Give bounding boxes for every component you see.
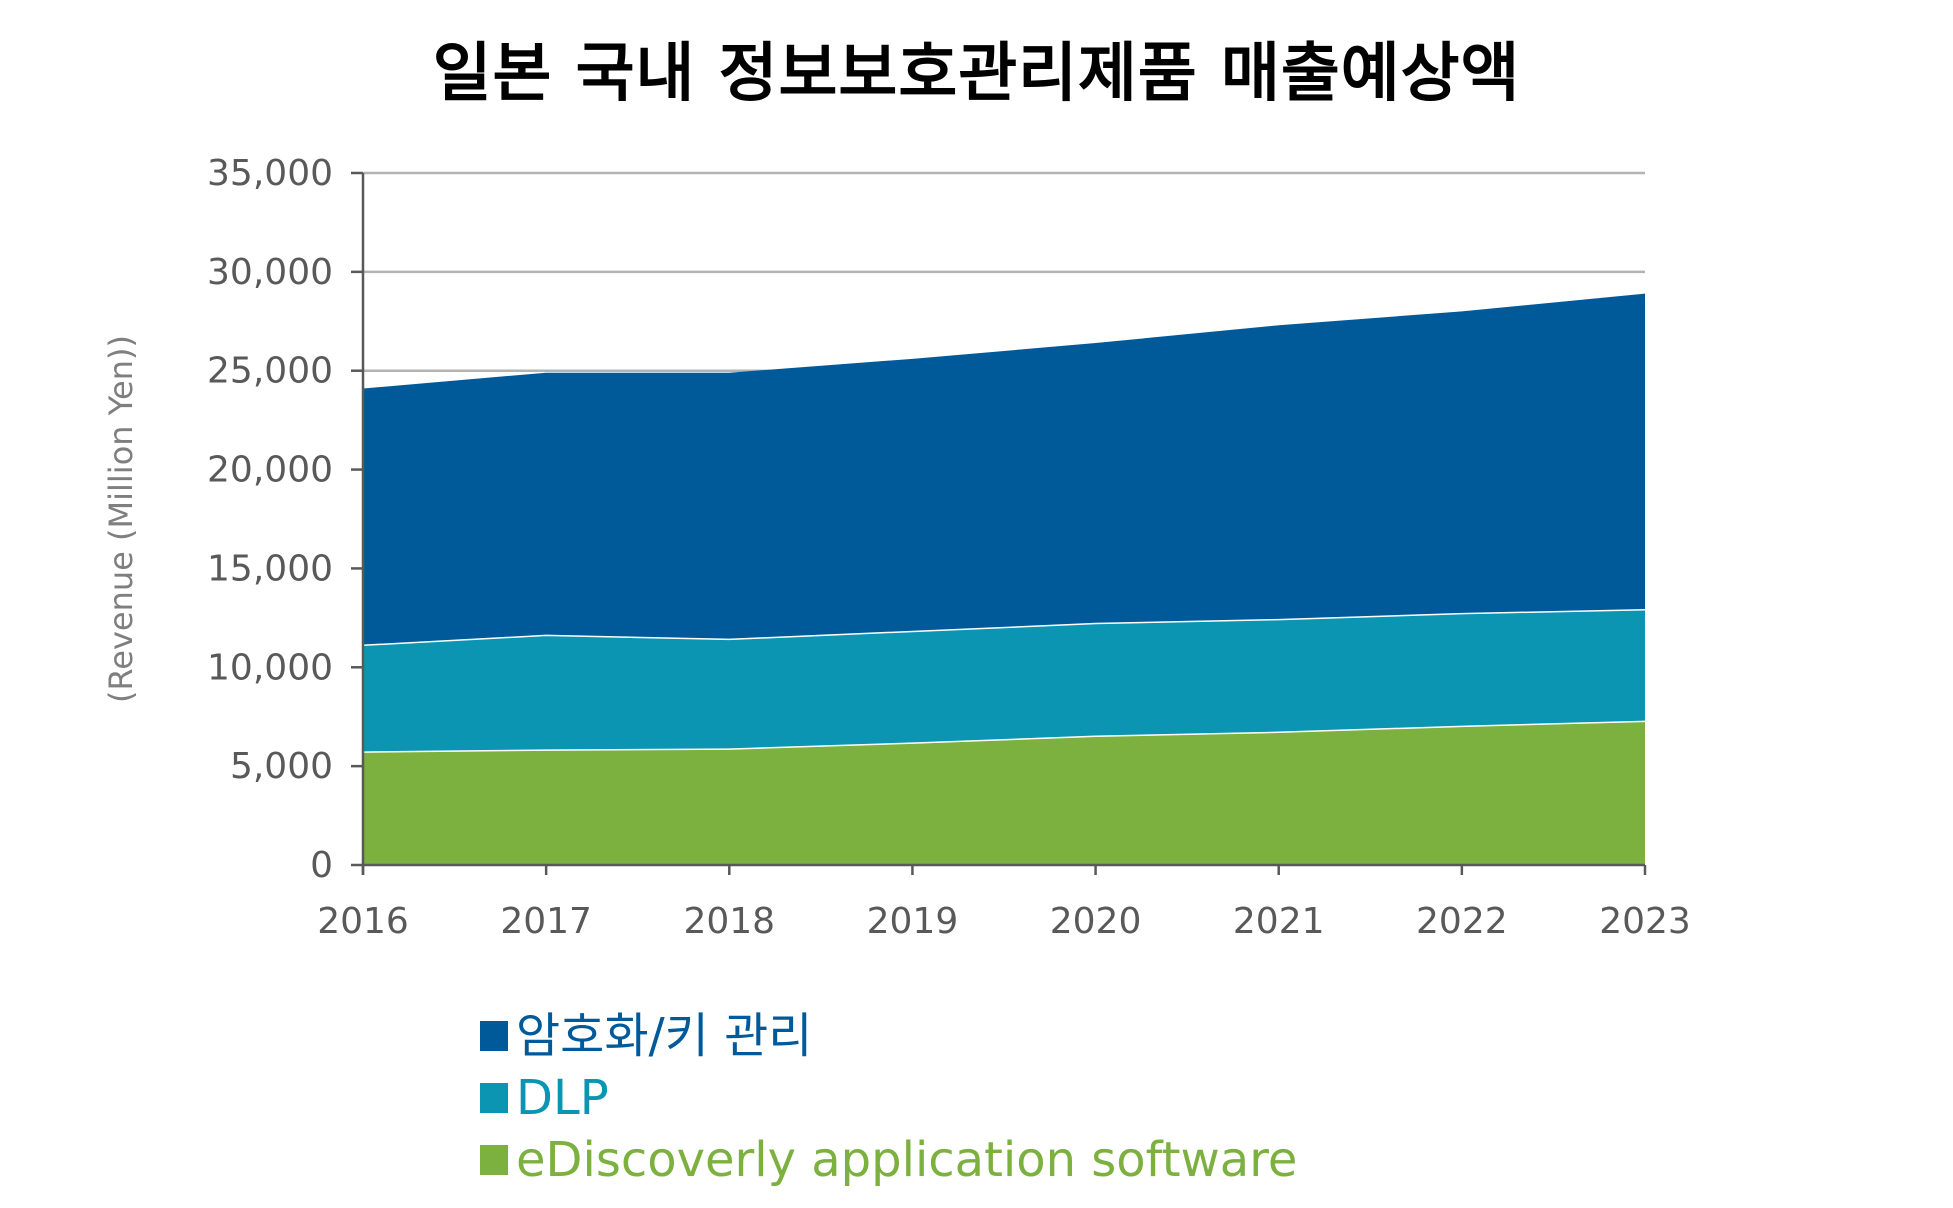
y-tick-label: 20,000 [207,450,333,491]
legend-swatch-dlp [480,1083,508,1113]
legend-swatch-ediscovery [480,1145,508,1175]
legend-item-encryption: 암호화/키 관리 [480,1005,1297,1067]
legend-label-dlp: DLP [516,1070,609,1126]
area-ediscoverly-application-software [363,720,1645,865]
x-tick-label: 2019 [867,901,959,942]
x-tick-label: 2016 [317,901,409,942]
x-tick-label: 2021 [1233,901,1325,942]
legend-item-dlp: DLP [480,1067,1297,1129]
x-tick-label: 2018 [683,901,775,942]
legend-swatch-encryption [480,1021,508,1051]
y-tick-label: 10,000 [207,647,333,688]
legend-label-encryption: 암호화/키 관리 [516,1008,813,1064]
x-tick-label: 2017 [500,901,592,942]
area-chart: 0 5,000 10,000 15,000 20,000 25,000 30,000 35,0… [102,153,1691,942]
y-tick-label: 35,000 [207,153,333,194]
x-tick-label: 2020 [1050,901,1142,942]
y-tick-label: 15,000 [207,548,333,589]
x-tick-label: 2022 [1416,901,1508,942]
y-axis-label: (Revenue (Million Yen)) [102,335,140,703]
y-tick-label: 25,000 [207,351,333,392]
legend-item-ediscovery: eDiscoverly application software [480,1129,1297,1191]
legend-label-ediscovery: eDiscoverly application software [516,1132,1298,1188]
area-dlp [363,608,1645,752]
y-tick-label: 0 [310,845,333,886]
y-tick-label: 5,000 [230,746,333,787]
area- [363,293,1645,645]
legend: 암호화/키 관리 DLP eDiscoverly application sof… [480,1005,1297,1191]
chart-title: 일본 국내 정보보호관리제품 매출예상액 [432,37,1521,111]
x-tick-label: 2023 [1599,901,1691,942]
y-tick-label: 30,000 [207,252,333,293]
